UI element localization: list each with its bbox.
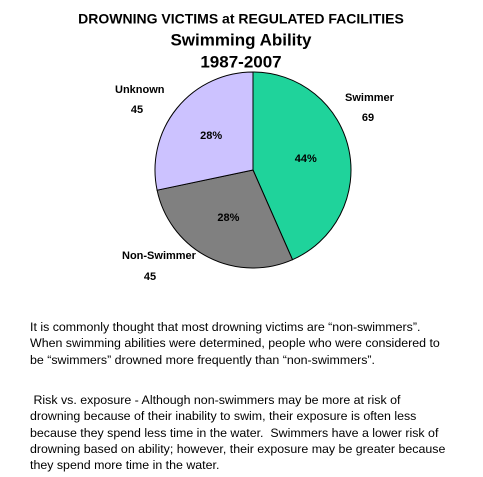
chart: DROWNING VICTIMS at REGULATED FACILITIES… [78,11,404,283]
chart-title: DROWNING VICTIMS at REGULATED FACILITIES [78,11,404,27]
pie-slice [252,71,352,261]
chart-subtitle: Swimming Ability [170,30,312,49]
percent-label: 28% [200,130,222,142]
count-label: 69 [362,112,374,124]
percent-label: 28% [217,212,239,224]
category-label: Non-Swimmer [122,250,197,262]
category-label: Swimmer [345,92,395,104]
count-label: 45 [144,271,156,283]
text-line: they spend more time in the water. [30,458,220,473]
percent-label: 44% [295,153,317,165]
paragraph: It is commonly thought that most drownin… [30,319,480,368]
text-line: It is commonly thought that most drownin… [30,320,421,334]
category-label: Unknown [115,84,165,96]
paragraph: Risk vs. exposure - Although non-swimmer… [30,392,480,473]
pie-slice [156,169,294,269]
text-line: drowning based on ability; however, thei… [30,441,446,456]
text-line: be “swimmers” drowned more frequently th… [30,352,375,367]
pie-slice [154,71,254,191]
text-line: When swimming abilities were determined,… [30,336,440,351]
text-line: drowning because of their inability to s… [30,409,417,424]
text-line: Risk vs. exposure - Although non-swimmer… [30,393,401,407]
chart-period: 1987-2007 [200,52,281,71]
text-line: because they spend less time in the wate… [30,425,439,440]
count-label: 45 [131,104,143,116]
